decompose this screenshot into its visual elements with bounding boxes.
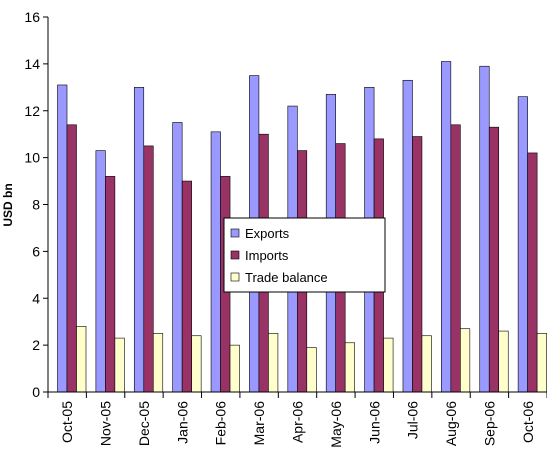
x-tick-label: Dec-05	[136, 401, 152, 446]
bar-imports-jan-06	[181, 180, 192, 393]
y-tick-label: 2	[32, 337, 40, 353]
bar-exports-dec-05	[133, 87, 145, 393]
legend-label: Imports	[245, 248, 289, 263]
x-tick-label: Jul-06	[405, 401, 421, 439]
bar-imports-oct-06	[527, 152, 538, 393]
bar-trade-balance-nov-05	[114, 337, 125, 393]
x-tick-label: Oct-06	[520, 401, 536, 443]
bar-imports-oct-05	[66, 124, 77, 393]
y-tick-label: 0	[32, 384, 40, 400]
y-tick-label: 8	[32, 197, 40, 213]
x-tick-label: Apr-06	[290, 401, 306, 443]
bar-trade-balance-jun-06	[383, 337, 394, 393]
y-tick-label: 12	[24, 103, 40, 119]
legend-swatch	[230, 228, 240, 238]
bar-exports-jan-06	[172, 122, 183, 393]
legend-swatch	[230, 250, 240, 260]
bar-exports-oct-05	[57, 84, 68, 393]
bar-trade-balance-jan-06	[191, 335, 202, 393]
x-tick-label: Feb-06	[213, 401, 229, 446]
legend: Exports Imports Trade balance	[223, 217, 386, 293]
bar-exports-feb-06	[210, 131, 221, 393]
bar-exports-nov-05	[95, 150, 106, 393]
x-tick-label: May-06	[328, 401, 344, 448]
axes-layer: 0 2 4 6 8 10 12 14 16 Oct-05 Nov-05 Dec-05 Jan-06 Feb…	[24, 9, 547, 448]
y-tick-label: 6	[32, 243, 40, 259]
bar-trade-balance-oct-06	[536, 333, 547, 393]
bar-imports-sep-06	[488, 126, 500, 393]
bar-imports-jul-06	[412, 136, 423, 393]
x-tick-label: Mar-06	[251, 401, 267, 446]
x-tick-label: Aug-06	[443, 401, 459, 446]
x-tick-label: Oct-05	[59, 401, 75, 443]
x-tick-label: Jun-06	[366, 401, 382, 444]
legend-label: Exports	[245, 226, 290, 241]
y-tick-label: 16	[24, 9, 40, 25]
bar-exports-jul-06	[402, 79, 413, 393]
y-tick-label: 14	[24, 56, 40, 72]
bar-trade-balance-aug-06	[460, 328, 471, 393]
legend-box	[223, 217, 386, 293]
bar-imports-dec-05	[143, 145, 154, 393]
y-tick-label: 10	[24, 150, 40, 166]
bar-exports-oct-06	[517, 96, 528, 393]
bar-imports-nov-05	[105, 176, 116, 393]
bar-trade-balance-mar-06	[268, 333, 279, 393]
bar-trade-balance-sep-06	[498, 330, 509, 393]
bar-imports-aug-06	[450, 124, 461, 393]
legend-label: Trade balance	[245, 270, 328, 285]
x-tick-label: Nov-05	[98, 401, 114, 446]
bar-exports-aug-06	[441, 61, 452, 393]
x-tick-label: Sep-06	[481, 401, 497, 446]
bar-trade-balance-may-06	[344, 342, 355, 393]
bar-trade-balance-feb-06	[229, 344, 240, 393]
bar-exports-sep-06	[479, 65, 490, 393]
x-tick-label: Jan-06	[174, 401, 190, 444]
bar-trade-balance-oct-05	[76, 326, 87, 393]
bar-trade-balance-jul-06	[421, 335, 432, 393]
bar-trade-balance-apr-06	[306, 347, 317, 393]
legend-swatch	[230, 272, 240, 282]
bar-trade-balance-dec-05	[152, 333, 164, 393]
y-axis-label: USD bn	[1, 183, 15, 226]
y-tick-label: 4	[32, 290, 40, 306]
